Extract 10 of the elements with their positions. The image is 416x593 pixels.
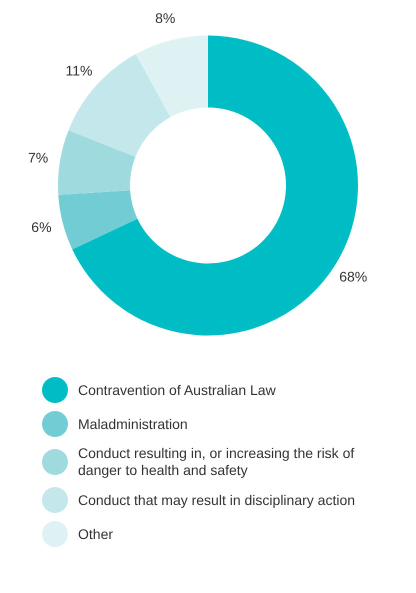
legend-label: Conduct that may result in disciplinary action <box>78 492 356 508</box>
legend-label: Contravention of Australian Law <box>78 382 276 398</box>
data-label: 8% <box>155 10 176 26</box>
legend-label: Maladministration <box>78 416 188 432</box>
legend-label: Conduct resulting in, or increasing the risk of danger to health and safety <box>78 445 356 479</box>
data-label: 6% <box>31 219 52 236</box>
legend-label: Other <box>78 526 114 542</box>
data-label: 11% <box>65 62 92 79</box>
data-label: 68% <box>339 268 368 285</box>
data-label: 7% <box>28 149 48 166</box>
